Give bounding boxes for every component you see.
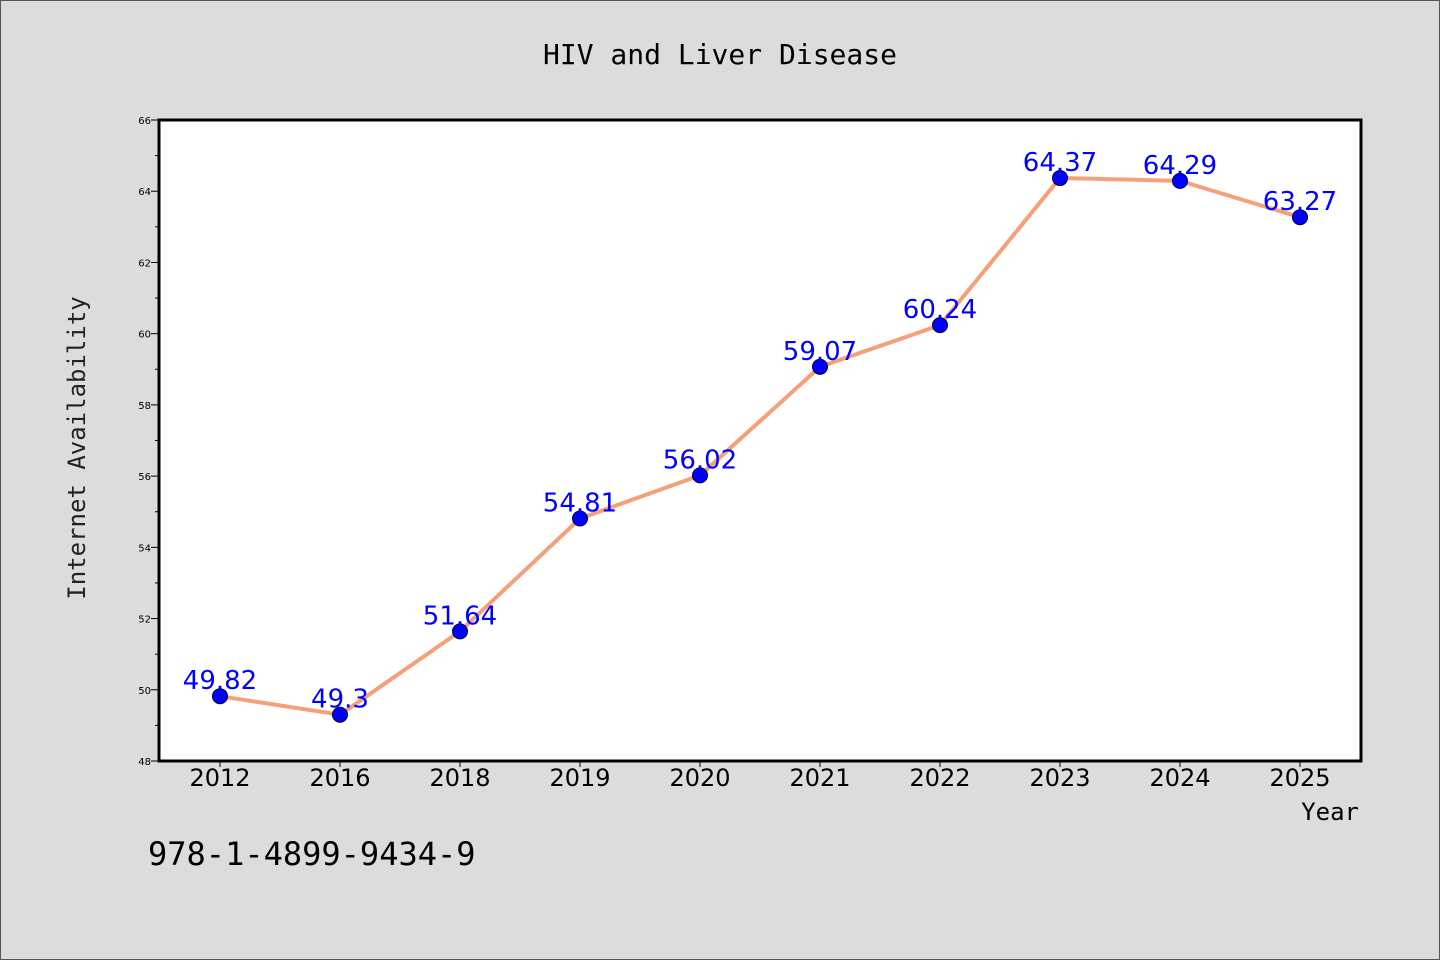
- y-tick-label: 64: [138, 187, 151, 198]
- y-tick-label: 48: [138, 757, 151, 768]
- x-tick-label: 2024: [1149, 764, 1210, 792]
- series-line: [219, 176, 1301, 717]
- data-point: [572, 510, 588, 527]
- x-tick-label: 2012: [189, 764, 250, 792]
- data-label: 60.24: [903, 295, 977, 325]
- data-point: [932, 317, 948, 334]
- data-label: 64.29: [1143, 151, 1217, 181]
- y-tick-label: 58: [138, 401, 151, 412]
- data-label: 63.27: [1263, 187, 1337, 217]
- data-label: 49.82: [183, 666, 257, 696]
- y-tick-label: 66: [138, 116, 151, 127]
- data-label: 59.07: [783, 337, 857, 367]
- x-axis-ticks: 2012 2016 2018 2019 2020 2021 2022 2023 2024 2025: [189, 761, 1331, 792]
- y-tick-label: 52: [138, 615, 151, 626]
- x-tick-label: 2016: [309, 764, 370, 792]
- data-point: [1052, 170, 1068, 187]
- y-axis-ticks: 48 50 52 54 56 58 60 62 64 66: [138, 116, 159, 768]
- x-tick-label: 2019: [549, 764, 610, 792]
- data-point: [1172, 172, 1188, 189]
- data-label: 51.64: [423, 601, 497, 631]
- data-point: [452, 623, 468, 640]
- x-tick-label: 2025: [1269, 764, 1330, 792]
- x-axis-label: Year: [1301, 798, 1359, 826]
- y-axis-label: Internet Availability: [63, 296, 91, 599]
- y-tick-label: 60: [138, 330, 151, 341]
- x-tick-label: 2020: [669, 764, 730, 792]
- y-tick-label: 54: [138, 543, 151, 554]
- data-point: [212, 688, 228, 705]
- data-point: [332, 706, 348, 723]
- chart-title: HIV and Liver Disease: [543, 38, 897, 71]
- data-label: 54.81: [543, 488, 617, 518]
- y-tick-label: 50: [138, 686, 151, 697]
- data-label: 49.3: [311, 685, 369, 715]
- x-tick-label: 2022: [909, 764, 970, 792]
- y-tick-label: 56: [138, 472, 151, 483]
- x-tick-label: 2021: [789, 764, 850, 792]
- data-point: [812, 358, 828, 375]
- data-label: 56.02: [663, 445, 737, 475]
- isbn-footnote: 978-1-4899-9434-9: [148, 835, 476, 873]
- x-tick-label: 2018: [429, 764, 490, 792]
- x-tick-label: 2023: [1029, 764, 1090, 792]
- y-tick-label: 62: [138, 258, 151, 269]
- data-point: [1292, 209, 1308, 226]
- plot-area: [157, 118, 1363, 763]
- series-group: 49.82 49.3 51.64 54.81 56.02 59.07 60.24 64.37 6…: [183, 148, 1337, 723]
- data-point: [692, 467, 708, 484]
- data-label: 64.37: [1023, 148, 1097, 178]
